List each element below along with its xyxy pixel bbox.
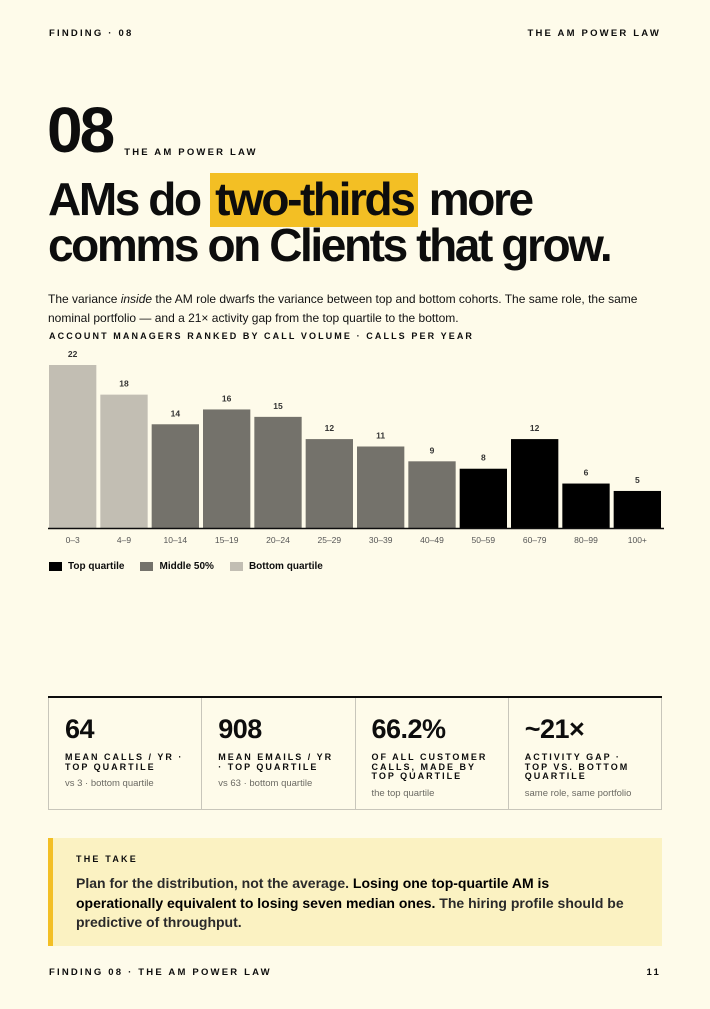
lede-part1: The variance <box>48 292 121 306</box>
x-tick-label: 60–79 <box>523 535 547 545</box>
stats-strip: 64 MEAN CALLS / YR · TOP QUARTILE vs 3 · b… <box>48 696 662 810</box>
bar-value-label: 5 <box>635 475 640 485</box>
bar-value-label: 18 <box>119 379 129 389</box>
stat-card: 66.2% OF ALL CUSTOMER CALLS, MADE BY TOP … <box>354 698 508 809</box>
bar-4 <box>254 416 302 528</box>
bar-2 <box>151 424 199 528</box>
take-part1: Plan for the distribution, not the avera… <box>76 875 353 891</box>
stat-value: 66.2% <box>371 714 447 744</box>
bar-value-label: 12 <box>530 423 540 433</box>
page-number: 11 <box>646 967 661 978</box>
bar-7 <box>408 461 456 528</box>
x-tick-label: 30–39 <box>369 535 393 545</box>
stat-label: OF ALL CUSTOMER CALLS, MADE BY TOP QUART… <box>371 752 488 781</box>
legend-item-top: Top quartile <box>49 561 124 572</box>
legend-label: Middle 50% <box>159 561 214 572</box>
calls-bar-chart: 22 0–3 18 4–9 14 10–14 16 15–19 15 20–24 12 25–29 11… <box>48 349 664 545</box>
chart-legend: Top quartile Middle 50% Bottom quartile <box>49 561 323 572</box>
finding-number: 08 <box>47 94 115 166</box>
bar-value-label: 8 <box>481 453 486 463</box>
stat-label: MEAN EMAILS / YR · TOP QUARTILE <box>218 752 334 772</box>
header-left: FINDING · 08 <box>49 28 134 39</box>
bar-value-label: 15 <box>273 401 283 411</box>
stat-subtext: vs 63 · bottom quartile <box>218 778 313 789</box>
x-tick-label: 15–19 <box>215 535 239 545</box>
x-tick-label: 4–9 <box>117 535 131 545</box>
legend-label: Bottom quartile <box>248 561 323 572</box>
take-box: THE TAKE Plan for the distribution, not … <box>48 838 662 946</box>
bar-9 <box>511 439 559 528</box>
headline-line1-pre: AMs do <box>48 173 211 225</box>
x-tick-label: 100+ <box>628 535 647 545</box>
bar-1 <box>100 394 148 528</box>
legend-swatch <box>49 562 62 571</box>
legend-item-middle: Middle 50% <box>140 561 214 572</box>
stat-value: ~21× <box>524 714 585 744</box>
headline-highlight: two-thirds <box>210 173 419 227</box>
lede-part2: the AM role dwarfs the variance between … <box>48 292 638 325</box>
bar-value-label: 16 <box>222 393 232 403</box>
x-tick-label: 40–49 <box>420 535 444 545</box>
bar-3 <box>203 409 251 528</box>
top-bar: FINDING · 08 THE AM POWER LAW <box>49 28 661 42</box>
x-tick-label: 0–3 <box>66 535 80 545</box>
stat-card: 64 MEAN CALLS / YR · TOP QUARTILE vs 3 · b… <box>48 698 201 809</box>
stat-label: MEAN CALLS / YR · TOP QUARTILE <box>65 752 184 772</box>
take-kicker: THE TAKE <box>76 854 138 864</box>
bar-value-label: 14 <box>171 408 181 418</box>
finding-number-row: 08 THE AM POWER LAW <box>47 98 258 162</box>
stat-label: ACTIVITY GAP · TOP VS. BOTTOM QUARTILE <box>524 752 630 781</box>
footer: FINDING 08 · THE AM POWER LAW 11 <box>49 967 661 978</box>
take-body: Plan for the distribution, not the avera… <box>76 874 638 933</box>
legend-swatch <box>140 562 154 571</box>
bar-6 <box>357 446 405 528</box>
legend-label: Top quartile <box>68 561 125 572</box>
take-part2: Losing one top-quartile AM is operationa… <box>76 875 550 911</box>
take-part3: The hiring profile should be predictive … <box>76 894 624 931</box>
lede-emphasis: inside <box>120 292 153 306</box>
bar-value-label: 12 <box>325 423 335 433</box>
bar-value-label: 22 <box>68 349 78 359</box>
bar-10 <box>562 483 610 528</box>
chart-kicker: ACCOUNT MANAGERS RANKED BY CALL VOLUME ·… <box>49 331 475 341</box>
bar-value-label: 11 <box>376 431 385 441</box>
x-tick-label: 20–24 <box>266 535 290 545</box>
stat-card: ~21× ACTIVITY GAP · TOP VS. BOTTOM QUARTI… <box>507 698 662 809</box>
headline: AMs do two-thirds more comms on Clients … <box>48 173 688 271</box>
bar-value-label: 9 <box>430 445 435 455</box>
bar-5 <box>305 439 353 528</box>
bar-8 <box>459 468 507 528</box>
stat-value: 908 <box>218 714 262 744</box>
x-tick-label: 25–29 <box>318 535 342 545</box>
finding-kicker: THE AM POWER LAW <box>124 147 258 158</box>
headline-line1-post: more <box>418 173 534 225</box>
bar-value-label: 6 <box>584 468 589 478</box>
header-right: THE AM POWER LAW <box>527 28 661 39</box>
stat-subtext: same role, same portfolio <box>524 787 632 799</box>
stat-card: 908 MEAN EMAILS / YR · TOP QUARTILE vs 63 … <box>201 698 354 809</box>
headline-line2: comms on Clients that grow. <box>48 219 613 271</box>
legend-swatch <box>229 562 243 571</box>
bar-0 <box>49 365 97 528</box>
lede-paragraph: The variance inside the AM role dwarfs t… <box>48 290 668 328</box>
footer-left: FINDING 08 · THE AM POWER LAW <box>49 967 272 978</box>
x-tick-label: 50–59 <box>472 535 496 545</box>
stat-value: 64 <box>65 714 95 744</box>
legend-item-bottom: Bottom quartile <box>229 561 323 572</box>
x-tick-label: 80–99 <box>574 535 598 545</box>
stat-subtext: the top quartile <box>371 787 435 799</box>
stat-subtext: vs 3 · bottom quartile <box>65 778 154 789</box>
x-tick-label: 10–14 <box>164 535 188 545</box>
bar-11 <box>613 490 661 528</box>
